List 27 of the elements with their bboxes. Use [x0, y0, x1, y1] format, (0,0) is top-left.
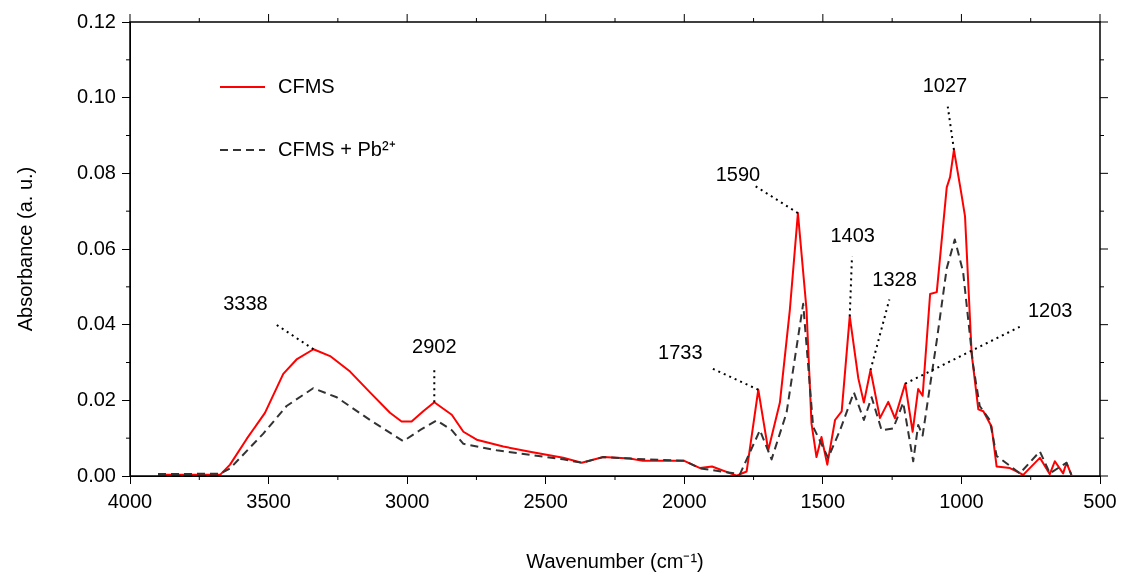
annotation: 3338 [223, 291, 268, 314]
y-tick-label: 0.00 [77, 463, 116, 486]
x-axis-title: Wavenumber (cm⁻¹) [526, 549, 704, 572]
y-tick-label: 0.08 [77, 160, 116, 183]
x-tick-label: 3500 [246, 489, 291, 512]
x-tick-label: 1500 [800, 489, 846, 512]
annotation: 1733 [658, 341, 703, 364]
y-tick-label: 0.12 [77, 9, 116, 32]
x-tick-label: 3000 [384, 489, 430, 512]
y-axis-title: Absorbance (a. u.) [13, 166, 36, 332]
y-tick-label: 0.10 [77, 85, 116, 108]
annotation: 1328 [872, 267, 917, 290]
annotation: 1403 [830, 223, 875, 246]
x-tick-label: 2500 [523, 489, 568, 512]
legend-label: CFMS [278, 74, 335, 97]
annotation: 1027 [922, 74, 968, 97]
x-tick-label: 500 [1083, 489, 1117, 512]
x-tick-label: 2000 [662, 489, 707, 512]
annotation: 1590 [715, 162, 761, 185]
y-tick-label: 0.06 [77, 236, 116, 259]
annotation: 1203 [1027, 299, 1073, 322]
y-tick-label: 0.02 [77, 387, 116, 410]
y-tick-label: 0.04 [77, 312, 116, 335]
x-tick-label: 1000 [939, 489, 984, 512]
legend-label: CFMS + Pb²⁺ [278, 137, 396, 160]
annotation: 2902 [412, 334, 457, 357]
x-tick-label: 4000 [107, 489, 153, 512]
